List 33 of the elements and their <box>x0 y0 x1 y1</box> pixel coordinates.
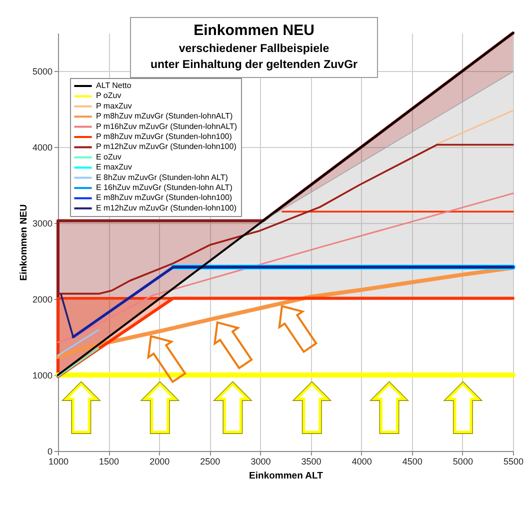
y-tick-label: 0 <box>47 446 52 456</box>
legend-label: E m8hZuv mZuvGr (Stunden-lohn100) <box>96 193 232 202</box>
x-tick-label: 3000 <box>250 456 271 466</box>
x-tick-label: 2000 <box>150 456 170 466</box>
legend-label: ALT Netto <box>96 81 132 90</box>
legend-label: P m8hZuv mZuvGr (Stunden-lohnALT) <box>96 112 233 121</box>
legend-label: P oZuv <box>96 91 122 100</box>
legend-label: P m12hZuv mZuvGr (Stunden-lohn100) <box>96 142 237 152</box>
x-tick-label: 5000 <box>452 456 473 466</box>
x-tick-label: 4500 <box>402 456 422 466</box>
legend-label: P m16hZuv mZuvGr (Stunden-lohnALT) <box>96 122 238 131</box>
x-tick-label: 1500 <box>99 456 120 466</box>
y-axis-title: Einkommen NEU <box>18 204 30 281</box>
x-tick-label: 3500 <box>301 456 322 466</box>
x-tick-label: 2500 <box>200 456 220 466</box>
x-axis-title: Einkommen ALT <box>249 470 324 482</box>
legend-label: E 16hZuv mZuvGr (Stunden-lohn ALT) <box>96 183 233 192</box>
legend-label: P m8hZuv mZuvGr (Stunden-lohn100) <box>96 132 232 141</box>
y-tick-label: 1000 <box>32 370 52 380</box>
legend-label: E 8hZuv mZuvGr (Stunden-lohn ALT) <box>96 172 228 182</box>
x-tick-label: 4000 <box>352 456 372 466</box>
legend-label: E m12hZuv mZuvGr (Stunden-lohn100) <box>96 203 237 212</box>
x-tick-label: 1000 <box>48 456 69 466</box>
y-tick-label: 5000 <box>32 66 52 76</box>
y-tick-label: 2000 <box>32 294 52 304</box>
y-tick-label: 3000 <box>32 218 52 228</box>
y-tick-label: 4000 <box>32 142 52 152</box>
legend-label: E oZuv <box>96 152 122 162</box>
legend-label: E maxZuv <box>96 162 132 172</box>
chart-title: Einkommen NEU <box>192 21 316 41</box>
x-tick-label: 5500 <box>503 456 524 466</box>
text: verschiedener Fallbeispiele unter Einhaltung der geltenden ZuvGr <box>149 42 358 73</box>
legend-label: P maxZuv <box>96 101 132 110</box>
